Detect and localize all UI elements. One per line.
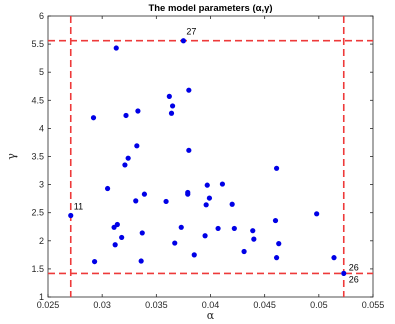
data-point — [215, 225, 221, 232]
data-point — [191, 252, 197, 258]
y-tick-label: 4 — [39, 123, 44, 133]
y-tick-label: 4.5 — [31, 95, 44, 105]
data-point — [180, 38, 187, 44]
data-point — [112, 242, 118, 248]
data-point — [104, 185, 111, 192]
data-point — [133, 198, 139, 204]
data-point — [113, 45, 119, 51]
data-point — [141, 191, 148, 197]
data-point — [90, 115, 97, 121]
data-point — [114, 221, 120, 228]
point-label: 11 — [74, 202, 83, 212]
y-tick-label: 3.5 — [31, 152, 44, 162]
x-axis-title: α — [207, 309, 215, 322]
x-tick-label: 0.045 — [253, 300, 276, 310]
y-tick-label: 1.5 — [31, 264, 44, 274]
chart-title: The model parameters (α,γ) — [148, 3, 272, 14]
point-label: 27 — [186, 27, 196, 37]
data-point — [135, 108, 141, 114]
data-point — [251, 236, 257, 242]
data-point — [178, 224, 184, 230]
y-tick-label: 2.5 — [31, 208, 44, 218]
data-point — [168, 110, 175, 116]
x-tick-label: 0.055 — [362, 300, 385, 310]
y-tick-label: 6 — [39, 11, 44, 21]
data-point — [219, 181, 226, 187]
data-point — [241, 248, 247, 255]
point-label: 26 — [349, 262, 359, 272]
data-point — [203, 202, 209, 208]
data-point — [139, 230, 145, 236]
x-tick-label: 0.025 — [37, 300, 60, 310]
data-point — [163, 198, 169, 205]
y-tick-label: 1 — [39, 292, 44, 302]
data-point — [169, 103, 176, 109]
x-tick-label: 0.03 — [93, 300, 111, 310]
data-point — [331, 255, 337, 261]
plot-area: 0.025 0.03 0.035 0.04 0.045 0.05 0.055 1 1.5 2 2.5… — [31, 11, 384, 310]
data-point — [186, 87, 192, 93]
data-point — [134, 143, 140, 149]
data-point — [122, 162, 128, 168]
data-point — [273, 165, 280, 171]
data-point — [276, 241, 282, 247]
data-point — [125, 155, 131, 161]
data-point — [206, 195, 213, 201]
data-point — [68, 212, 74, 219]
data-point — [341, 270, 347, 276]
data-point — [91, 258, 98, 265]
y-tick-label: 2 — [39, 236, 44, 246]
data-point — [119, 234, 125, 241]
point-label-secondary: 26 — [349, 274, 359, 284]
data-point — [250, 228, 256, 234]
data-point — [172, 240, 178, 246]
y-tick-label: 3 — [39, 180, 44, 190]
data-point — [204, 182, 210, 188]
y-tick-label: 5 — [39, 67, 44, 77]
data-point — [202, 233, 208, 239]
data-point — [272, 217, 279, 224]
data-point — [123, 112, 129, 119]
data-point — [229, 201, 235, 207]
data-point — [314, 211, 320, 217]
x-tick-label: 0.05 — [310, 300, 328, 310]
data-point — [186, 147, 192, 153]
y-tick-label: 5.5 — [31, 39, 44, 49]
x-tick-label: 0.035 — [145, 300, 168, 310]
data-point — [185, 191, 191, 197]
data-point — [231, 225, 237, 232]
data-point — [138, 258, 144, 264]
y-axis-title: γ — [5, 153, 18, 160]
data-point — [273, 255, 280, 261]
x-tick-label: 0.04 — [202, 300, 220, 310]
data-point — [166, 93, 172, 99]
